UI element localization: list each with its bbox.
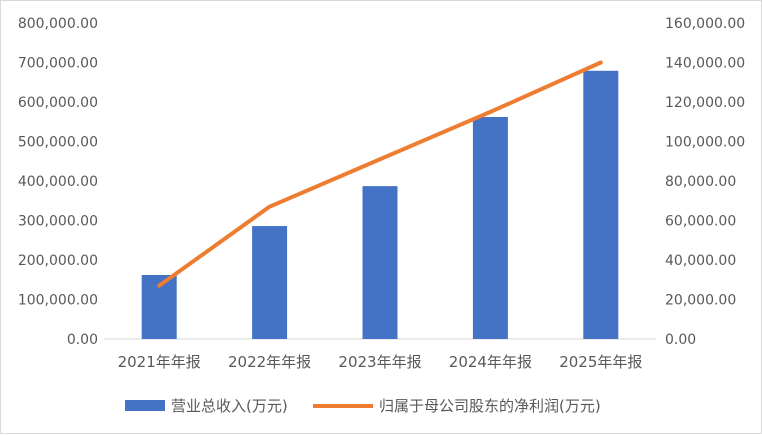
- legend: 营业总收入(万元) 归属于母公司股东的净利润(万元): [125, 397, 601, 415]
- left-axis-tick-label: 400,000.00: [18, 174, 98, 190]
- legend-label-line: 归属于母公司股东的净利润(万元): [379, 397, 601, 415]
- category-label: 2023年年报: [338, 353, 421, 371]
- category-label: 2022年年报: [228, 353, 311, 371]
- bar: [252, 226, 288, 339]
- left-axis-tick-label: 200,000.00: [18, 253, 98, 269]
- right-axis-tick-label: 20,000.00: [665, 293, 736, 309]
- left-axis-tick-label: 100,000.00: [18, 293, 98, 309]
- left-axis-tick-label: 600,000.00: [18, 95, 98, 111]
- category-label: 2021年年报: [118, 353, 201, 371]
- right-axis-tick-label: 120,000.00: [665, 95, 745, 111]
- line-series: [157, 60, 603, 288]
- left-axis-tick-label: 0.00: [67, 332, 98, 348]
- category-labels: 2021年年报 2022年年报 2023年年报 2024年年报 2025年年报: [118, 353, 643, 371]
- bar: [362, 186, 398, 339]
- left-axis-tick-label: 500,000.00: [18, 135, 98, 151]
- legend-swatch-bar: [125, 400, 165, 411]
- legend-label-bar: 营业总收入(万元): [171, 397, 288, 415]
- right-axis-tick-label: 60,000.00: [665, 214, 736, 230]
- category-label: 2025年年报: [559, 353, 642, 371]
- right-axis-tick-label: 0.00: [665, 332, 696, 348]
- left-axis-ticks: 0.00 100,000.00 200,000.00 300,000.00 400,00…: [18, 16, 98, 348]
- bar: [472, 117, 508, 339]
- left-axis-tick-label: 700,000.00: [18, 56, 98, 72]
- line-path: [157, 60, 603, 288]
- left-axis-tick-label: 300,000.00: [18, 214, 98, 230]
- right-axis-tick-label: 40,000.00: [665, 253, 736, 269]
- category-label: 2024年年报: [449, 353, 532, 371]
- left-axis-tick-label: 800,000.00: [18, 16, 98, 32]
- bar-series: [141, 70, 619, 340]
- right-axis-tick-label: 100,000.00: [665, 135, 745, 151]
- right-axis-tick-label: 140,000.00: [665, 56, 745, 72]
- right-axis-ticks: 0.00 20,000.00 40,000.00 60,000.00 80,000.00…: [665, 16, 745, 348]
- right-axis-tick-label: 80,000.00: [665, 174, 736, 190]
- bar: [583, 70, 619, 340]
- right-axis-tick-label: 160,000.00: [665, 16, 745, 32]
